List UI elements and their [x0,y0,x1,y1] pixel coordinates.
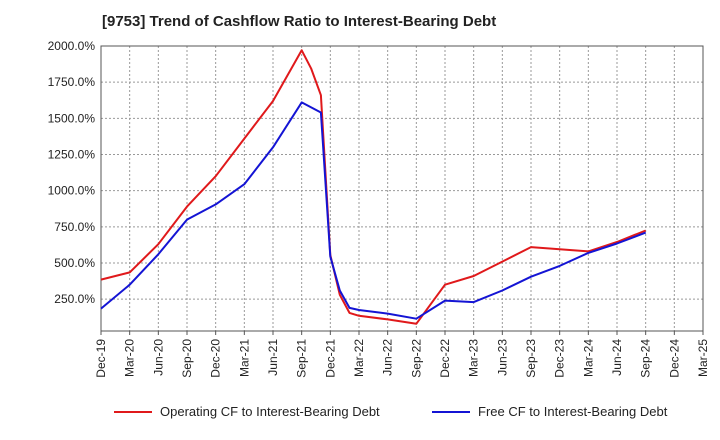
x-tick-label: Sep-20 [180,339,194,378]
x-tick-label: Dec-19 [94,339,108,378]
y-tick-label: 250.0% [54,292,95,306]
x-tick-label: Jun-22 [381,339,395,376]
legend-swatch-operating-cf [114,410,152,413]
series-line-1 [100,101,647,320]
x-tick-label: Dec-21 [323,339,337,378]
legend-label-free-cf: Free CF to Interest-Bearing Debt [478,404,668,419]
x-tick-label: Mar-23 [467,339,481,377]
x-tick-label: Mar-20 [123,339,137,377]
y-tick-label: 750.0% [54,220,95,234]
y-tick-label: 1750.0% [48,75,96,89]
x-tick-label: Sep-22 [409,339,423,378]
x-tick-label: Dec-22 [438,339,452,378]
legend: Operating CF to Interest-Bearing Debt Fr… [0,404,720,428]
y-tick-label: 500.0% [54,256,95,270]
x-tick-label: Sep-24 [639,339,653,378]
x-tick-label: Jun-23 [495,339,509,376]
x-tick-label: Mar-22 [352,339,366,377]
legend-item-operating-cf: Operating CF to Interest-Bearing Debt [114,404,380,419]
chart-title: [9753] Trend of Cashflow Ratio to Intere… [102,13,497,30]
plot-frame [100,45,704,332]
x-tick-label: Mar-25 [696,339,710,377]
y-tick-label: 2000.0% [48,39,96,53]
series-line-0 [100,49,647,325]
x-tick-label: Mar-24 [581,339,595,377]
x-tick-label: Jun-21 [266,339,280,376]
y-tick-label: 1000.0% [48,184,96,198]
x-tick-label: Dec-24 [667,339,681,378]
x-tick-label: Mar-21 [237,339,251,377]
y-tick-label: 1500.0% [48,111,96,125]
x-tick-label: Sep-21 [295,339,309,378]
legend-label-operating-cf: Operating CF to Interest-Bearing Debt [160,404,380,419]
y-tick-label: 1250.0% [48,148,96,162]
legend-item-free-cf: Free CF to Interest-Bearing Debt [432,404,667,419]
x-tick-label: Jun-20 [151,339,165,376]
x-tick-label: Sep-23 [524,339,538,378]
legend-swatch-free-cf [432,410,470,413]
x-tick-label: Dec-23 [553,339,567,378]
x-tick-label: Dec-20 [209,339,223,378]
x-tick-label: Jun-24 [610,339,624,376]
